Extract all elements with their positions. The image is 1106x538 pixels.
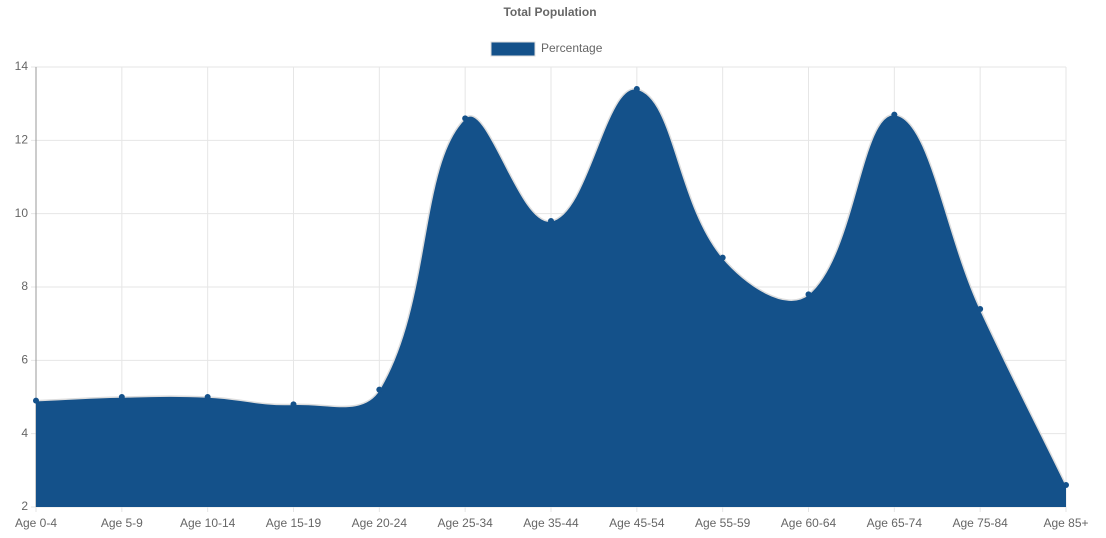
x-tick-label: Age 55-59 [695,516,751,530]
point [118,394,125,400]
y-tick-label: 8 [21,279,28,293]
line [35,88,1067,486]
y-tick-label: 10 [15,206,29,220]
chart-title: Total Population [503,5,596,19]
x-tick-label: Age 20-24 [352,516,408,530]
point [290,401,297,408]
point [462,115,469,122]
point [376,386,383,393]
y-tick-label: 4 [21,426,28,440]
point [33,397,39,404]
y-tick-label: 2 [21,499,28,513]
x-tick-label: Age 10-14 [180,516,236,530]
point [633,86,640,92]
x-tick-label: Age 75-84 [952,516,1008,530]
point [977,306,984,312]
y-tick-label: 14 [15,59,29,73]
x-tick-label: Age 0-4 [15,516,57,530]
legend-swatch [490,41,536,57]
x-tick-label: Age 25-34 [437,516,493,530]
x-tick-label: Age 45-54 [609,516,665,530]
x-tick-label: Age 5-9 [101,516,143,530]
x-tick-label: Age 15-19 [266,516,322,530]
point [548,218,554,224]
point [891,111,898,118]
y-tick-label: 12 [15,133,29,147]
point [1063,482,1069,488]
x-tick-label: Age 60-64 [781,516,837,530]
point [719,254,726,261]
area [36,88,1066,507]
point [204,394,211,400]
legend-label: Percentage [541,41,603,55]
x-tick-label: Age 65-74 [867,516,923,530]
y-tick-label: 6 [21,353,28,367]
point [805,291,812,298]
x-tick-label: Age 35-44 [523,516,579,530]
x-tick-label: Age 85+ [1043,516,1088,530]
